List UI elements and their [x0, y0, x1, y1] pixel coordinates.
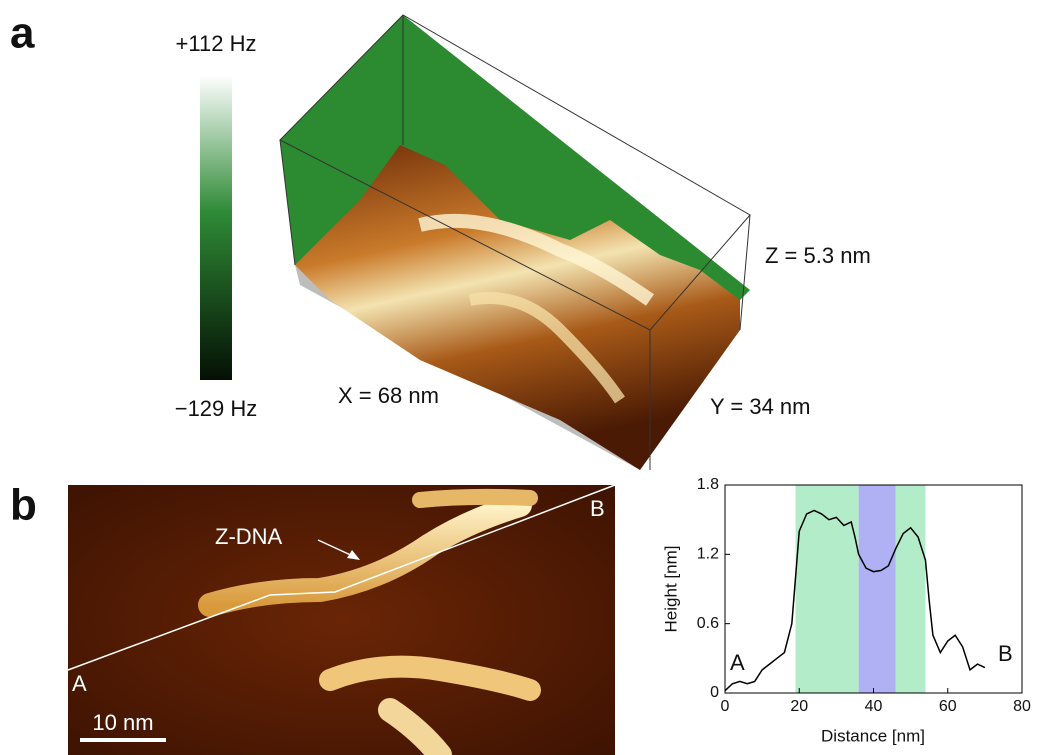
y-tick-label: 1.2 — [697, 546, 719, 563]
x-tick-label: 0 — [721, 698, 730, 715]
figure: a +112 Hz −129 Hz Z = 5.3 nm X = 68 nm Y… — [0, 0, 1045, 755]
x-tick-label: 40 — [865, 698, 883, 715]
x-tick-label: 80 — [1013, 698, 1031, 715]
profile-chart: 0 20 40 60 80 0 0.6 1.2 1.8 — [697, 476, 1031, 715]
panel-label: b — [10, 481, 37, 530]
colorbar — [200, 75, 232, 380]
y-tick-label: 0 — [710, 684, 719, 701]
y-axis-label: Height [nm] — [661, 546, 680, 633]
annotation: Z-DNA — [215, 524, 283, 549]
x-axis-label: Distance [nm] — [821, 726, 925, 745]
highlight-span — [896, 485, 926, 693]
point-label: B — [590, 496, 605, 521]
x-size: X = 68 nm — [338, 383, 439, 408]
z-size: Z = 5.3 nm — [765, 243, 871, 268]
point-label: A — [72, 671, 87, 696]
colorbar-min: −129 Hz — [175, 396, 258, 421]
colorbar-max: +112 Hz — [176, 31, 257, 56]
chart-annotation: B — [998, 641, 1013, 666]
y-tick-label: 0.6 — [697, 615, 719, 632]
y-tick-label: 1.8 — [697, 476, 719, 493]
x-tick-label: 60 — [939, 698, 957, 715]
scale-bar-label: 10 nm — [92, 710, 153, 735]
panel-label: a — [10, 9, 35, 58]
chart-annotation: A — [730, 650, 745, 675]
x-tick-label: 20 — [790, 698, 808, 715]
y-size: Y = 34 nm — [710, 394, 811, 419]
highlight-span — [859, 485, 896, 693]
